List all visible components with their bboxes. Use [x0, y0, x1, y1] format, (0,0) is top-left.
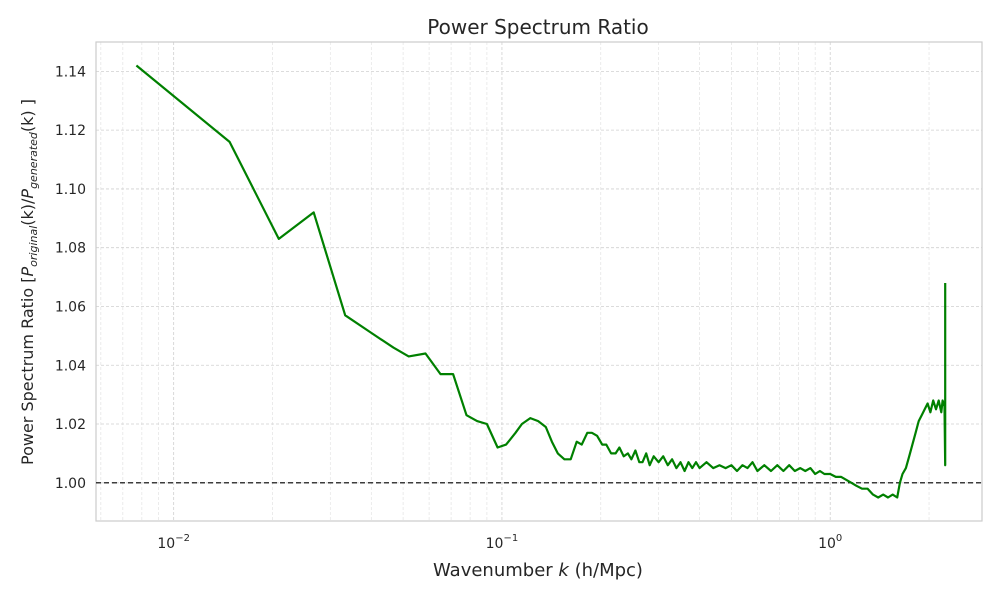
- plot-area-frame: [95, 41, 983, 522]
- y-tick-label: 1.04: [55, 358, 86, 374]
- y-axis-ticks: 1.00 1.02 1.04 1.06 1.08 1.10 1.12 1.14: [55, 64, 86, 491]
- y-tick-label: 1.08: [55, 241, 86, 257]
- y-axis-label: Power Spectrum Ratio [Poriginal(k)/Pgene…: [18, 99, 40, 465]
- y-tick-label: 1.06: [55, 299, 86, 315]
- x-axis-label: Wavenumber k (h/Mpc): [433, 560, 643, 581]
- y-tick-label: 1.02: [55, 417, 86, 433]
- ratio-series-line: [135, 64, 947, 499]
- y-tick-label: 1.14: [55, 64, 86, 80]
- x-tick-label: 100: [818, 533, 842, 552]
- y-tick-label: 1.00: [55, 476, 86, 492]
- y-tick-label: 1.12: [55, 123, 86, 139]
- x-axis-ticks: 10−2 10−1 100: [157, 533, 842, 552]
- grid: [96, 42, 982, 521]
- chart-title: Power Spectrum Ratio: [427, 15, 648, 39]
- y-tick-label: 1.10: [55, 182, 86, 198]
- x-tick-label: 10−2: [157, 533, 190, 552]
- x-tick-label: 10−1: [486, 533, 519, 552]
